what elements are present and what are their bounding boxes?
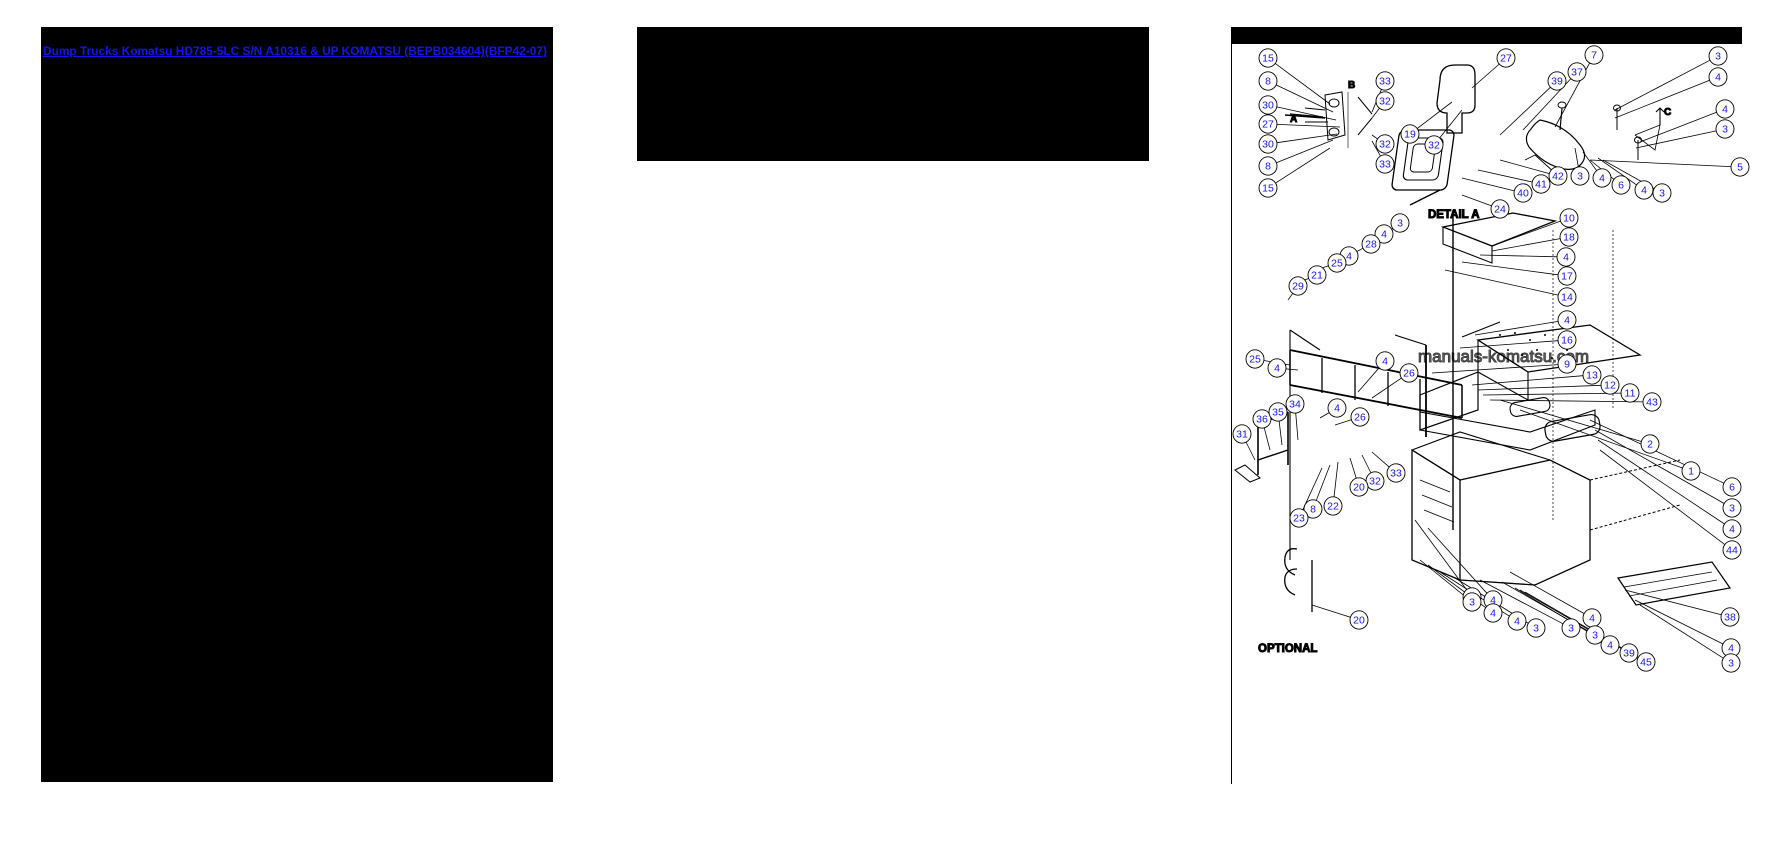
svg-text:3: 3: [1728, 657, 1734, 669]
svg-text:3: 3: [1659, 187, 1665, 199]
svg-text:17: 17: [1561, 270, 1573, 282]
svg-text:14: 14: [1561, 291, 1573, 303]
svg-text:25: 25: [1331, 257, 1343, 269]
svg-text:B: B: [1348, 80, 1355, 91]
svg-text:33: 33: [1390, 467, 1402, 479]
svg-text:39: 39: [1623, 647, 1635, 659]
svg-text:3: 3: [1715, 50, 1721, 62]
svg-text:27: 27: [1500, 52, 1512, 64]
svg-text:4: 4: [1382, 355, 1388, 367]
svg-text:3: 3: [1722, 123, 1728, 135]
svg-text:9: 9: [1564, 358, 1570, 370]
svg-text:3: 3: [1397, 217, 1403, 229]
svg-text:1: 1: [1688, 465, 1694, 477]
svg-text:28: 28: [1365, 238, 1377, 250]
svg-text:36: 36: [1256, 413, 1268, 425]
svg-text:4: 4: [1563, 251, 1569, 263]
svg-text:8: 8: [1310, 503, 1316, 515]
svg-text:20: 20: [1353, 614, 1365, 626]
svg-text:24: 24: [1494, 203, 1506, 215]
svg-text:25: 25: [1249, 353, 1261, 365]
svg-text:3: 3: [1533, 622, 1539, 634]
svg-text:4: 4: [1334, 402, 1340, 414]
svg-text:7: 7: [1591, 49, 1597, 61]
svg-text:33: 33: [1379, 75, 1391, 87]
svg-text:31: 31: [1236, 428, 1248, 440]
svg-text:38: 38: [1724, 611, 1736, 623]
svg-text:37: 37: [1571, 66, 1583, 78]
svg-text:4: 4: [1274, 362, 1280, 374]
svg-text:4: 4: [1722, 103, 1728, 115]
svg-text:4: 4: [1728, 642, 1734, 654]
svg-text:23: 23: [1293, 512, 1305, 524]
svg-text:4: 4: [1514, 615, 1520, 627]
svg-text:8: 8: [1265, 75, 1271, 87]
svg-text:4: 4: [1490, 607, 1496, 619]
svg-text:3: 3: [1469, 596, 1475, 608]
svg-text:41: 41: [1535, 178, 1547, 190]
svg-text:45: 45: [1640, 656, 1652, 668]
svg-text:12: 12: [1604, 379, 1616, 391]
svg-text:21: 21: [1311, 269, 1323, 281]
svg-text:32: 32: [1369, 475, 1381, 487]
svg-text:26: 26: [1354, 411, 1366, 423]
svg-text:8: 8: [1265, 160, 1271, 172]
svg-text:4: 4: [1599, 172, 1605, 184]
svg-text:4: 4: [1589, 612, 1595, 624]
svg-text:35: 35: [1272, 406, 1284, 418]
svg-text:22: 22: [1327, 500, 1339, 512]
svg-text:26: 26: [1403, 367, 1415, 379]
svg-text:6: 6: [1618, 179, 1624, 191]
svg-text:32: 32: [1379, 95, 1391, 107]
svg-text:20: 20: [1353, 481, 1365, 493]
svg-text:18: 18: [1563, 231, 1575, 243]
svg-text:3: 3: [1577, 170, 1583, 182]
svg-text:11: 11: [1625, 387, 1636, 399]
svg-text:6: 6: [1729, 481, 1735, 493]
svg-text:15: 15: [1262, 52, 1274, 64]
svg-text:4: 4: [1641, 184, 1647, 196]
svg-text:2: 2: [1647, 438, 1653, 450]
svg-text:DETAIL A: DETAIL A: [1428, 209, 1480, 221]
svg-text:OPTIONAL: OPTIONAL: [1258, 643, 1317, 655]
svg-text:27: 27: [1262, 118, 1274, 130]
svg-text:39: 39: [1551, 75, 1563, 87]
svg-text:40: 40: [1517, 187, 1529, 199]
svg-text:33: 33: [1379, 158, 1391, 170]
svg-text:3: 3: [1729, 502, 1735, 514]
svg-text:3: 3: [1568, 622, 1574, 634]
svg-text:42: 42: [1552, 170, 1564, 182]
svg-text:32: 32: [1379, 138, 1391, 150]
svg-text:34: 34: [1289, 398, 1301, 410]
svg-text:16: 16: [1561, 334, 1573, 346]
svg-text:3: 3: [1592, 629, 1598, 641]
svg-text:15: 15: [1262, 182, 1274, 194]
svg-text:10: 10: [1563, 212, 1575, 224]
svg-text:4: 4: [1607, 639, 1613, 651]
svg-text:4: 4: [1346, 250, 1352, 262]
svg-text:13: 13: [1586, 369, 1598, 381]
svg-text:19: 19: [1404, 128, 1416, 140]
svg-text:4: 4: [1715, 71, 1721, 83]
svg-text:43: 43: [1646, 396, 1658, 408]
svg-text:4: 4: [1729, 523, 1735, 535]
svg-text:C: C: [1664, 107, 1671, 118]
svg-text:5: 5: [1737, 161, 1743, 173]
svg-text:44: 44: [1726, 544, 1738, 556]
svg-text:29: 29: [1292, 280, 1304, 292]
svg-text:A: A: [1290, 114, 1297, 125]
svg-text:4: 4: [1564, 314, 1570, 326]
svg-text:32: 32: [1428, 139, 1440, 151]
svg-text:4: 4: [1381, 228, 1387, 240]
svg-text:30: 30: [1262, 138, 1274, 150]
svg-text:30: 30: [1262, 99, 1274, 111]
